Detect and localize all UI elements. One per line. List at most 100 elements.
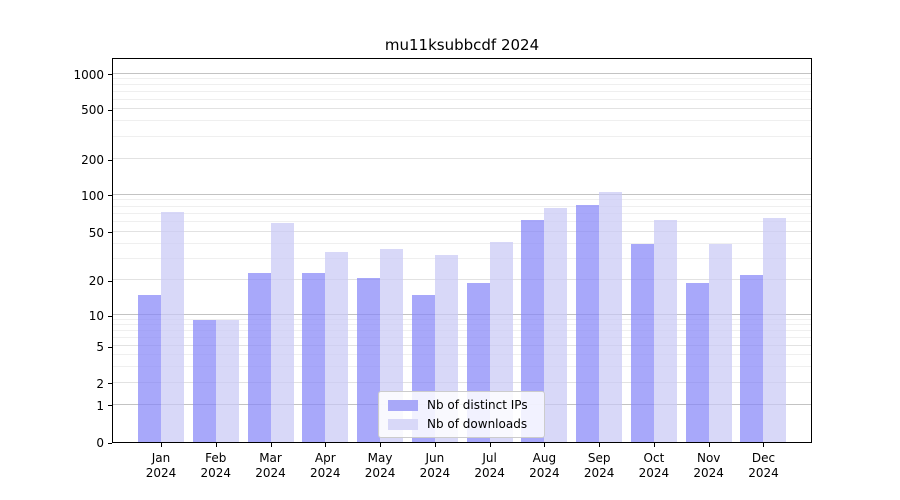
- y-tick-label: 1000: [73, 67, 104, 82]
- bar-distinct-ips: [630, 244, 654, 442]
- y-tick-label: 1: [96, 398, 104, 413]
- bar-downloads: [763, 218, 787, 442]
- x-tick-label-month: Apr: [314, 451, 336, 465]
- legend: Nb of distinct IPs Nb of downloads: [378, 391, 545, 438]
- y-axis-tick: [108, 195, 112, 197]
- x-axis-tick: [215, 443, 217, 447]
- y-axis-tick: [108, 346, 112, 348]
- bar-distinct-ips: [302, 273, 326, 442]
- major-gridline: [113, 158, 811, 160]
- legend-entry: Nb of downloads: [388, 417, 544, 431]
- x-tick-label-month: Feb: [205, 451, 227, 465]
- x-tick-label-year: 2024: [529, 466, 560, 480]
- minor-gridline: [113, 136, 811, 138]
- x-tick-label-month: Jul: [482, 451, 497, 465]
- x-tick-label-year: 2024: [583, 466, 615, 480]
- x-tick-label-year: 2024: [748, 466, 779, 480]
- legend-label: Nb of distinct IPs: [427, 398, 528, 412]
- x-tick-label-month: Dec: [751, 451, 776, 465]
- x-axis-tick: [434, 443, 436, 447]
- x-tick-label: Sep 2024: [569, 451, 629, 481]
- minor-gridline: [113, 212, 811, 214]
- major-gridline: [113, 193, 811, 195]
- x-tick-label-year: 2024: [310, 466, 341, 480]
- plot-area: [112, 58, 812, 443]
- x-tick-label-month: May: [367, 451, 393, 465]
- bar-distinct-ips: [521, 220, 545, 442]
- x-axis-tick: [380, 443, 382, 447]
- bar-downloads: [325, 252, 349, 442]
- chart-title: mu11ksubbcdf 2024: [384, 36, 540, 54]
- x-tick-label: Dec 2024: [733, 451, 793, 481]
- legend-entry: Nb of distinct IPs: [388, 398, 544, 412]
- y-tick-label: 20: [88, 274, 104, 289]
- minor-gridline: [113, 365, 811, 367]
- legend-swatch-icon: [388, 399, 418, 411]
- x-tick-label-year: 2024: [638, 466, 670, 480]
- x-axis-tick: [489, 443, 491, 447]
- minor-gridline: [113, 319, 811, 321]
- y-axis-tick: [108, 280, 112, 282]
- x-tick-label-month: Jan: [151, 451, 171, 465]
- minor-gridline: [113, 78, 811, 80]
- minor-gridline: [113, 91, 811, 93]
- x-tick-label: Oct 2024: [624, 451, 684, 481]
- x-tick-label: Jun 2024: [405, 451, 465, 481]
- bar-distinct-ips: [357, 278, 381, 442]
- major-gridline: [113, 381, 811, 383]
- x-axis-tick: [708, 443, 710, 447]
- minor-gridline: [113, 354, 811, 356]
- bar-downloads: [544, 208, 568, 442]
- bar-downloads: [161, 212, 184, 442]
- minor-gridline: [113, 199, 811, 201]
- minor-gridline: [113, 120, 811, 122]
- y-axis-tick: [108, 109, 112, 111]
- legend-swatch-icon: [388, 418, 418, 430]
- bar-downloads: [215, 320, 239, 442]
- bar-downloads: [599, 192, 623, 442]
- x-tick-label-year: 2024: [145, 466, 177, 480]
- x-tick-label-month: Mar: [259, 451, 282, 465]
- minor-gridline: [113, 324, 811, 326]
- y-tick-label: 2: [96, 376, 104, 391]
- bar-distinct-ips: [740, 275, 764, 442]
- x-tick-label-month: Jun: [425, 451, 445, 465]
- bar-distinct-ips: [247, 273, 271, 442]
- x-tick-label: Feb 2024: [186, 451, 246, 481]
- major-gridline: [113, 279, 811, 281]
- minor-gridline: [113, 221, 811, 223]
- x-axis-tick: [161, 443, 162, 447]
- y-axis-tick: [108, 383, 112, 385]
- x-tick-label: Jul 2024: [460, 451, 520, 481]
- x-tick-label: Mar 2024: [241, 451, 301, 481]
- x-axis-tick: [270, 443, 272, 447]
- major-gridline: [113, 230, 811, 232]
- y-axis-tick: [108, 74, 112, 76]
- x-tick-label-year: 2024: [419, 466, 451, 480]
- bar-distinct-ips: [192, 320, 216, 442]
- x-axis-tick: [653, 443, 655, 447]
- minor-gridline: [113, 337, 811, 339]
- y-tick-label: 10: [88, 309, 104, 324]
- major-gridline: [113, 108, 811, 110]
- bar-downloads: [653, 220, 677, 442]
- x-tick-label-month: Nov: [696, 451, 721, 465]
- minor-gridline: [113, 330, 811, 332]
- minor-gridline: [113, 257, 811, 259]
- x-tick-label-month: Sep: [587, 451, 611, 465]
- y-tick-label: 200: [81, 153, 104, 168]
- y-axis-tick: [108, 159, 112, 161]
- x-tick-label: Jan 2024: [131, 451, 191, 481]
- bar-distinct-ips: [138, 295, 161, 442]
- bar-distinct-ips: [576, 205, 600, 442]
- bar-downloads: [708, 244, 732, 442]
- y-tick-label: 500: [81, 103, 104, 118]
- y-tick-label: 5: [96, 340, 104, 355]
- x-tick-label-year: 2024: [693, 466, 724, 480]
- x-tick-label: Apr 2024: [295, 451, 355, 481]
- x-tick-label: May 2024: [350, 451, 410, 481]
- y-axis-tick: [108, 442, 112, 444]
- minor-gridline: [113, 98, 811, 100]
- bar-downloads: [270, 223, 294, 442]
